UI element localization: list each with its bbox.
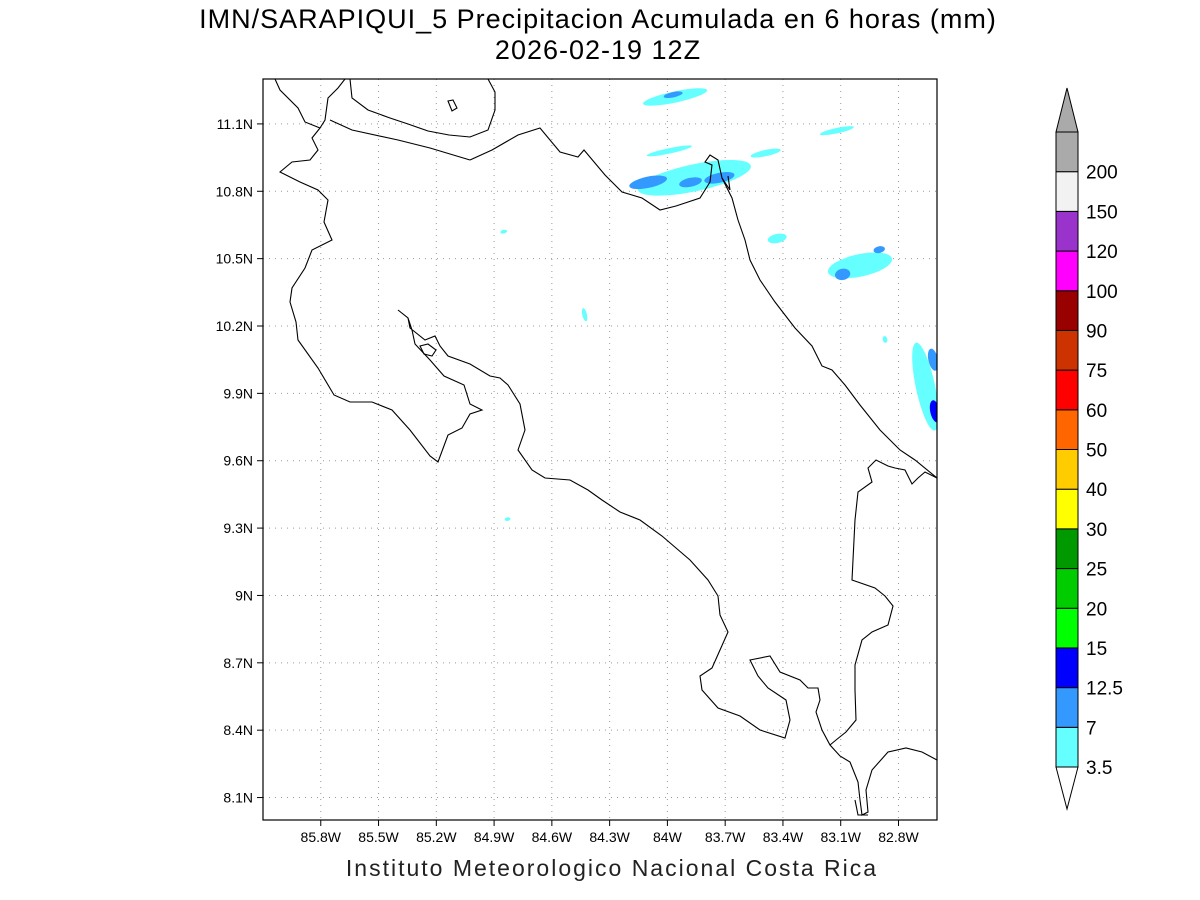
- colorbar-segment: [1055, 687, 1079, 728]
- lat-tick-label: 8.7N: [223, 655, 253, 671]
- colorbar-label: 100: [1086, 282, 1118, 303]
- precip-area: [912, 342, 937, 431]
- lat-tick-label: 8.4N: [223, 722, 253, 738]
- lat-tick-label: 10.2N: [216, 318, 253, 334]
- colorbar-label: 20: [1086, 599, 1107, 620]
- lon-tick-label: 84.3W: [589, 829, 630, 845]
- colorbar-segment: [1055, 488, 1079, 530]
- axis-labels: 85.8W 85.5W 85.2W 84.9W 84.6W 84.3W 84W 83.7W 83…: [216, 116, 920, 845]
- colorbar-label: 12.5: [1086, 679, 1123, 700]
- precipitation-areas: [500, 88, 937, 521]
- caribbean-coast: [721, 177, 937, 479]
- precip-area: [663, 91, 683, 99]
- precip-area: [750, 148, 781, 158]
- precip-area: [629, 175, 668, 190]
- gridlines: [263, 79, 937, 820]
- lat-tick-label: 9.3N: [223, 520, 253, 536]
- lon-tick-label: 83.7W: [705, 829, 746, 845]
- lon-tick-label: 82.8W: [878, 829, 919, 845]
- colorbar-label: 120: [1086, 242, 1118, 263]
- lon-tick-label: 85.8W: [301, 829, 342, 845]
- colorbar-segment: [1055, 369, 1079, 411]
- precip-area: [646, 145, 692, 157]
- border-san-juan: [469, 127, 731, 211]
- colorbar-segment: [1055, 568, 1079, 609]
- colorbar-label: 7: [1086, 718, 1097, 739]
- precip-area: [882, 336, 888, 343]
- colorbar-label: 3.5: [1086, 758, 1112, 779]
- colorbar-label: 60: [1086, 401, 1107, 422]
- plot-frame: [262, 78, 938, 821]
- lat-tick-label: 9N: [235, 587, 253, 603]
- colorbar-under-arrow: [1055, 766, 1079, 811]
- lon-tick-label: 84.9W: [474, 829, 515, 845]
- plot-area: 85.8W 85.5W 85.2W 84.9W 84.6W 84.3W 84W 83.7W 83…: [216, 78, 938, 845]
- map-subtitle: 2026-02-19 12Z: [495, 35, 701, 65]
- pacific-coast: [279, 127, 937, 816]
- lon-tick-label: 85.5W: [358, 829, 399, 845]
- colorbar-segment: [1055, 409, 1079, 450]
- colorbar-label: 30: [1086, 520, 1107, 541]
- colorbar-over-arrow: [1055, 87, 1079, 133]
- precip-area: [827, 252, 893, 279]
- colorbar-label: 40: [1086, 480, 1107, 501]
- precip-area: [500, 229, 508, 234]
- lat-tick-label: 11.1N: [217, 116, 253, 132]
- colorbar-label: 200: [1086, 163, 1118, 184]
- lon-tick-label: 84W: [653, 829, 683, 845]
- colorbar-segment: [1055, 131, 1079, 173]
- lat-tick-label: 9.9N: [223, 385, 253, 401]
- precip-area: [929, 400, 937, 423]
- precip-area: [767, 233, 787, 244]
- lake-island: [447, 99, 458, 112]
- coastlines: [274, 79, 937, 816]
- footer-credit: Instituto Meteorologico Nacional Costa R…: [346, 855, 878, 881]
- lat-tick-label: 9.6N: [223, 453, 253, 469]
- colorbar-label: 25: [1086, 560, 1107, 581]
- precip-area: [873, 246, 885, 254]
- lat-tick-label: 10.5N: [216, 251, 253, 267]
- colorbar-segment: [1055, 250, 1079, 292]
- san-juan-river-top: [329, 119, 471, 161]
- lon-tick-label: 85.2W: [416, 829, 457, 845]
- colorbar-segment: [1055, 726, 1079, 768]
- precip-area: [704, 172, 735, 184]
- lake-nicaragua-shore: [349, 79, 496, 138]
- precip-area: [504, 517, 511, 521]
- lon-tick-label: 83.4W: [763, 829, 804, 845]
- precip-area: [819, 126, 854, 136]
- colorbar-label: 50: [1086, 441, 1107, 462]
- precip-area: [835, 268, 851, 281]
- burica-peninsula: [854, 799, 868, 816]
- country-border-north: [274, 79, 346, 129]
- colorbar-segment: [1055, 647, 1079, 689]
- lon-tick-label: 83.1W: [820, 829, 861, 845]
- colorbar-segment: [1055, 449, 1079, 490]
- lat-tick-label: 10.8N: [216, 183, 253, 199]
- colorbar-label: 90: [1086, 321, 1107, 342]
- precip-area: [581, 308, 588, 322]
- lon-tick-label: 84.6W: [532, 829, 573, 845]
- colorbar-segment: [1055, 171, 1079, 212]
- gulf-nicoya-island: [419, 343, 437, 357]
- colorbar-segment: [1055, 210, 1079, 252]
- map-title: IMN/SARAPIQUI_5 Precipitacion Acumulada …: [199, 4, 997, 34]
- precip-area: [679, 177, 702, 188]
- colorbar-label: 75: [1086, 361, 1107, 382]
- colorbar-segment: [1055, 528, 1079, 570]
- colorbar-label: 15: [1086, 639, 1107, 660]
- colorbar: 3.5 7 12.5 15 20 25 30 40 50 60 75 90 100 120 150 200: [1055, 87, 1123, 811]
- colorbar-segment: [1055, 329, 1079, 371]
- panama-border: [829, 459, 937, 746]
- colorbar-segment: [1055, 607, 1079, 649]
- colorbar-label: 150: [1086, 202, 1118, 223]
- lat-tick-label: 8.1N: [223, 790, 253, 806]
- colorbar-segment: [1055, 290, 1079, 331]
- precip-area: [927, 348, 937, 371]
